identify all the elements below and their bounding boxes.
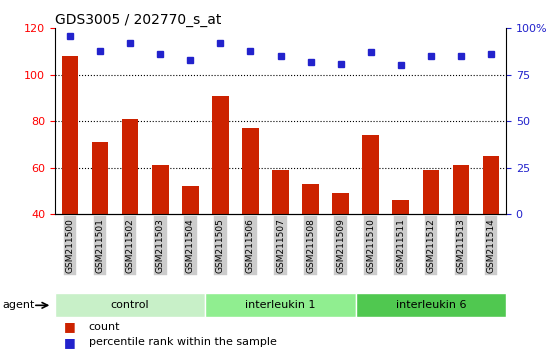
Text: GSM211505: GSM211505 bbox=[216, 218, 225, 273]
Bar bbox=[152, 165, 168, 214]
Text: ■: ■ bbox=[64, 336, 76, 349]
Bar bbox=[272, 170, 289, 214]
Text: GSM211506: GSM211506 bbox=[246, 218, 255, 273]
Text: GSM211502: GSM211502 bbox=[125, 218, 135, 273]
Text: GSM211510: GSM211510 bbox=[366, 218, 375, 273]
Text: GSM211504: GSM211504 bbox=[186, 218, 195, 273]
Text: GSM211508: GSM211508 bbox=[306, 218, 315, 273]
Bar bbox=[205, 293, 356, 317]
Text: GSM211500: GSM211500 bbox=[65, 218, 75, 273]
Text: GSM211501: GSM211501 bbox=[96, 218, 104, 273]
Bar bbox=[422, 170, 439, 214]
Bar bbox=[62, 56, 78, 214]
Text: GSM211509: GSM211509 bbox=[336, 218, 345, 273]
Text: GSM211507: GSM211507 bbox=[276, 218, 285, 273]
Text: interleukin 1: interleukin 1 bbox=[245, 300, 316, 310]
Bar bbox=[483, 156, 499, 214]
Bar bbox=[122, 119, 139, 214]
Bar bbox=[92, 142, 108, 214]
Bar bbox=[302, 184, 319, 214]
Text: percentile rank within the sample: percentile rank within the sample bbox=[89, 337, 277, 348]
Bar bbox=[332, 193, 349, 214]
Text: GSM211514: GSM211514 bbox=[486, 218, 496, 273]
Text: agent: agent bbox=[3, 300, 35, 310]
Bar bbox=[356, 293, 506, 317]
Text: interleukin 6: interleukin 6 bbox=[395, 300, 466, 310]
Text: GSM211512: GSM211512 bbox=[426, 218, 436, 273]
Text: GSM211503: GSM211503 bbox=[156, 218, 165, 273]
Bar bbox=[212, 96, 229, 214]
Text: count: count bbox=[89, 321, 120, 332]
Bar bbox=[182, 186, 199, 214]
Bar bbox=[393, 200, 409, 214]
Bar bbox=[362, 135, 379, 214]
Text: GSM211511: GSM211511 bbox=[396, 218, 405, 273]
Bar bbox=[55, 293, 205, 317]
Text: GSM211513: GSM211513 bbox=[456, 218, 465, 273]
Text: control: control bbox=[111, 300, 150, 310]
Text: GDS3005 / 202770_s_at: GDS3005 / 202770_s_at bbox=[55, 13, 221, 27]
Bar bbox=[453, 165, 469, 214]
Text: ■: ■ bbox=[64, 320, 76, 333]
Bar bbox=[242, 128, 258, 214]
